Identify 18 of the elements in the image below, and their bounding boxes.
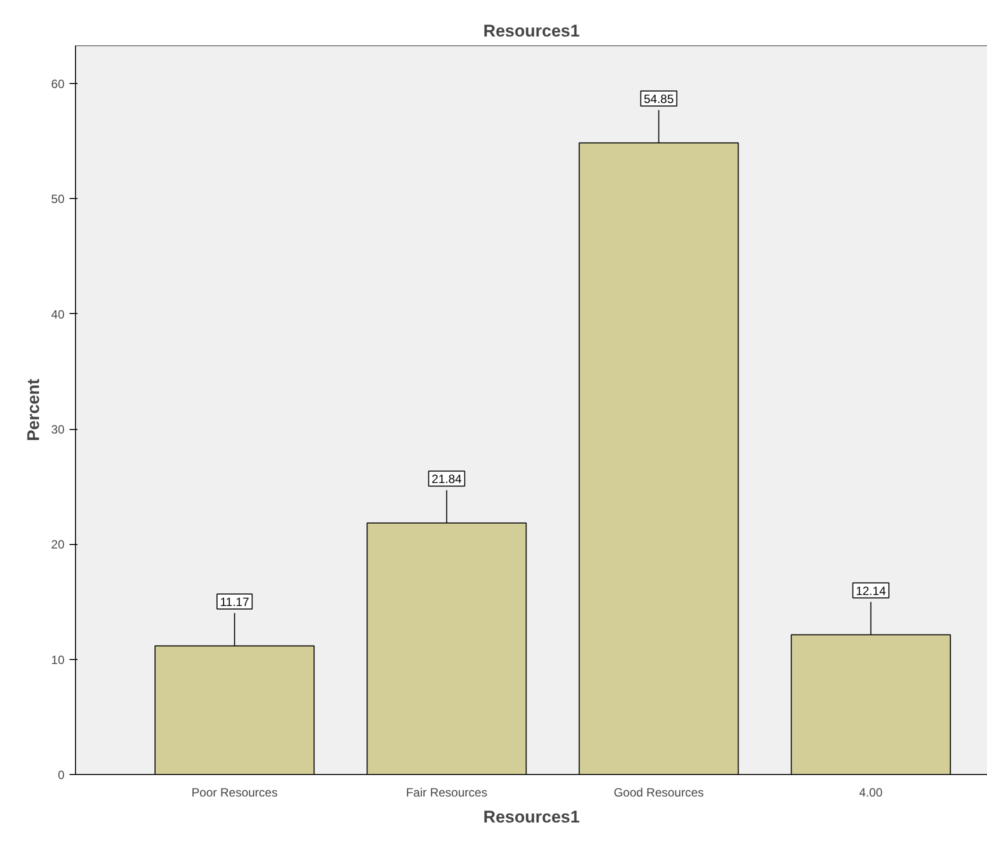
x-tick-label: Good Resources	[614, 786, 704, 800]
data-label: 11.17	[220, 595, 250, 610]
x-axis-title: Resources1	[483, 808, 580, 826]
x-tick-label: Poor Resources	[192, 786, 278, 800]
data-label: 12.14	[856, 584, 886, 598]
y-tick-label: 10	[51, 652, 65, 667]
y-axis-title: Percent	[24, 378, 44, 442]
data-label: 21.84	[432, 472, 462, 486]
y-tick-label: 60	[51, 77, 65, 92]
y-tick-label: 20	[51, 538, 65, 552]
chart-title: Resources1	[483, 22, 580, 40]
y-tick-label: 30	[51, 422, 65, 436]
y-tick-label: 0	[58, 768, 65, 782]
y-tick-label: 50	[51, 192, 65, 206]
x-tick-label: 4.00	[859, 786, 883, 800]
x-tick-label: Fair Resources	[406, 786, 488, 800]
data-label: 54.85	[644, 92, 674, 106]
y-tick-label: 40	[51, 307, 65, 322]
